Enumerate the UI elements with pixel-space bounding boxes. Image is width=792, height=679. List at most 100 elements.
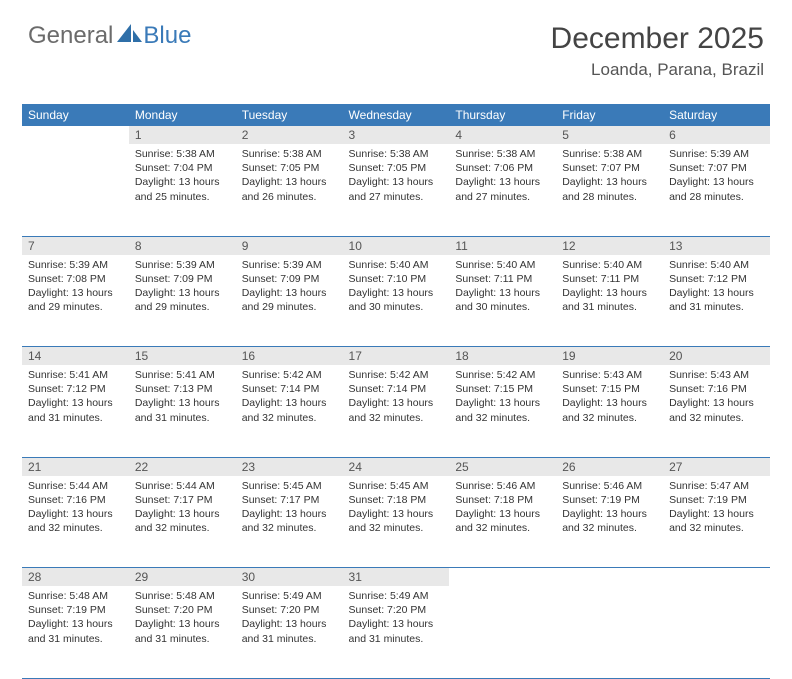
- sunset-text: Sunset: 7:18 PM: [455, 493, 550, 507]
- day-cell: Sunrise: 5:42 AMSunset: 7:14 PMDaylight:…: [343, 365, 450, 457]
- sunset-text: Sunset: 7:15 PM: [455, 382, 550, 396]
- day-number-row: 78910111213: [22, 236, 770, 255]
- sunrise-text: Sunrise: 5:38 AM: [349, 147, 444, 161]
- day2-text: and 32 minutes.: [28, 521, 123, 535]
- sunset-text: Sunset: 7:18 PM: [349, 493, 444, 507]
- sunrise-text: Sunrise: 5:38 AM: [562, 147, 657, 161]
- day-number: 1: [129, 126, 236, 144]
- day-number: 27: [663, 457, 770, 476]
- day1-text: Daylight: 13 hours: [455, 396, 550, 410]
- day-cell: Sunrise: 5:46 AMSunset: 7:18 PMDaylight:…: [449, 476, 556, 568]
- day-cell: Sunrise: 5:39 AMSunset: 7:09 PMDaylight:…: [129, 255, 236, 347]
- day2-text: and 32 minutes.: [669, 521, 764, 535]
- day-number: 10: [343, 236, 450, 255]
- day1-text: Daylight: 13 hours: [242, 396, 337, 410]
- day1-text: Daylight: 13 hours: [562, 175, 657, 189]
- day1-text: Daylight: 13 hours: [242, 286, 337, 300]
- day-number: 4: [449, 126, 556, 144]
- day2-text: and 32 minutes.: [349, 411, 444, 425]
- sunrise-text: Sunrise: 5:40 AM: [455, 258, 550, 272]
- sunset-text: Sunset: 7:20 PM: [135, 603, 230, 617]
- sunset-text: Sunset: 7:04 PM: [135, 161, 230, 175]
- weekday-header: Wednesday: [343, 104, 450, 126]
- sunrise-text: Sunrise: 5:47 AM: [669, 479, 764, 493]
- day-cell: Sunrise: 5:38 AMSunset: 7:05 PMDaylight:…: [236, 144, 343, 236]
- day-number: [449, 568, 556, 587]
- day2-text: and 26 minutes.: [242, 190, 337, 204]
- day-cell: Sunrise: 5:40 AMSunset: 7:10 PMDaylight:…: [343, 255, 450, 347]
- sunrise-text: Sunrise: 5:45 AM: [349, 479, 444, 493]
- sunset-text: Sunset: 7:19 PM: [562, 493, 657, 507]
- day-number: [663, 568, 770, 587]
- day-cell: [449, 586, 556, 678]
- sunrise-text: Sunrise: 5:42 AM: [242, 368, 337, 382]
- day2-text: and 31 minutes.: [135, 411, 230, 425]
- day1-text: Daylight: 13 hours: [349, 396, 444, 410]
- day-body: Sunrise: 5:47 AMSunset: 7:19 PMDaylight:…: [663, 476, 770, 542]
- day-body: Sunrise: 5:48 AMSunset: 7:19 PMDaylight:…: [22, 586, 129, 652]
- day-body: Sunrise: 5:39 AMSunset: 7:09 PMDaylight:…: [129, 255, 236, 321]
- day1-text: Daylight: 13 hours: [242, 175, 337, 189]
- sunset-text: Sunset: 7:19 PM: [28, 603, 123, 617]
- day-number: 8: [129, 236, 236, 255]
- sunset-text: Sunset: 7:17 PM: [242, 493, 337, 507]
- day-body: Sunrise: 5:39 AMSunset: 7:09 PMDaylight:…: [236, 255, 343, 321]
- sunrise-text: Sunrise: 5:46 AM: [562, 479, 657, 493]
- day-body: Sunrise: 5:38 AMSunset: 7:05 PMDaylight:…: [343, 144, 450, 210]
- day2-text: and 29 minutes.: [242, 300, 337, 314]
- sunset-text: Sunset: 7:17 PM: [135, 493, 230, 507]
- day-body: Sunrise: 5:42 AMSunset: 7:14 PMDaylight:…: [236, 365, 343, 431]
- day2-text: and 32 minutes.: [562, 521, 657, 535]
- week-row: Sunrise: 5:38 AMSunset: 7:04 PMDaylight:…: [22, 144, 770, 236]
- sunrise-text: Sunrise: 5:44 AM: [135, 479, 230, 493]
- day-number: 11: [449, 236, 556, 255]
- day2-text: and 32 minutes.: [242, 411, 337, 425]
- day-body: Sunrise: 5:41 AMSunset: 7:13 PMDaylight:…: [129, 365, 236, 431]
- day1-text: Daylight: 13 hours: [349, 507, 444, 521]
- sunrise-text: Sunrise: 5:44 AM: [28, 479, 123, 493]
- day1-text: Daylight: 13 hours: [135, 286, 230, 300]
- day1-text: Daylight: 13 hours: [135, 175, 230, 189]
- sunset-text: Sunset: 7:14 PM: [242, 382, 337, 396]
- day2-text: and 31 minutes.: [349, 632, 444, 646]
- day-number: 16: [236, 347, 343, 366]
- day-body: Sunrise: 5:44 AMSunset: 7:17 PMDaylight:…: [129, 476, 236, 542]
- sunrise-text: Sunrise: 5:39 AM: [242, 258, 337, 272]
- week-row: Sunrise: 5:39 AMSunset: 7:08 PMDaylight:…: [22, 255, 770, 347]
- sunset-text: Sunset: 7:20 PM: [242, 603, 337, 617]
- day-number: 12: [556, 236, 663, 255]
- day-number: 18: [449, 347, 556, 366]
- day1-text: Daylight: 13 hours: [349, 175, 444, 189]
- day2-text: and 31 minutes.: [562, 300, 657, 314]
- day2-text: and 32 minutes.: [242, 521, 337, 535]
- day1-text: Daylight: 13 hours: [669, 507, 764, 521]
- sunrise-text: Sunrise: 5:48 AM: [28, 589, 123, 603]
- sunset-text: Sunset: 7:14 PM: [349, 382, 444, 396]
- day-number: 2: [236, 126, 343, 144]
- day-cell: Sunrise: 5:39 AMSunset: 7:07 PMDaylight:…: [663, 144, 770, 236]
- day-number: 26: [556, 457, 663, 476]
- day-number: 21: [22, 457, 129, 476]
- day2-text: and 30 minutes.: [455, 300, 550, 314]
- logo-text-general: General: [28, 22, 113, 50]
- day-body: Sunrise: 5:42 AMSunset: 7:15 PMDaylight:…: [449, 365, 556, 431]
- sunrise-text: Sunrise: 5:42 AM: [349, 368, 444, 382]
- sunset-text: Sunset: 7:11 PM: [562, 272, 657, 286]
- day1-text: Daylight: 13 hours: [669, 396, 764, 410]
- sunset-text: Sunset: 7:12 PM: [669, 272, 764, 286]
- day-number: 24: [343, 457, 450, 476]
- day-cell: [663, 586, 770, 678]
- day-body: Sunrise: 5:40 AMSunset: 7:10 PMDaylight:…: [343, 255, 450, 321]
- day-body: Sunrise: 5:43 AMSunset: 7:15 PMDaylight:…: [556, 365, 663, 431]
- weekday-header-row: Sunday Monday Tuesday Wednesday Thursday…: [22, 104, 770, 126]
- day1-text: Daylight: 13 hours: [562, 507, 657, 521]
- day-body: Sunrise: 5:40 AMSunset: 7:12 PMDaylight:…: [663, 255, 770, 321]
- day-body: Sunrise: 5:38 AMSunset: 7:04 PMDaylight:…: [129, 144, 236, 210]
- day-number: 14: [22, 347, 129, 366]
- day-cell: Sunrise: 5:41 AMSunset: 7:12 PMDaylight:…: [22, 365, 129, 457]
- day-body: Sunrise: 5:39 AMSunset: 7:07 PMDaylight:…: [663, 144, 770, 210]
- day1-text: Daylight: 13 hours: [349, 617, 444, 631]
- day2-text: and 32 minutes.: [135, 521, 230, 535]
- day1-text: Daylight: 13 hours: [28, 507, 123, 521]
- day1-text: Daylight: 13 hours: [28, 396, 123, 410]
